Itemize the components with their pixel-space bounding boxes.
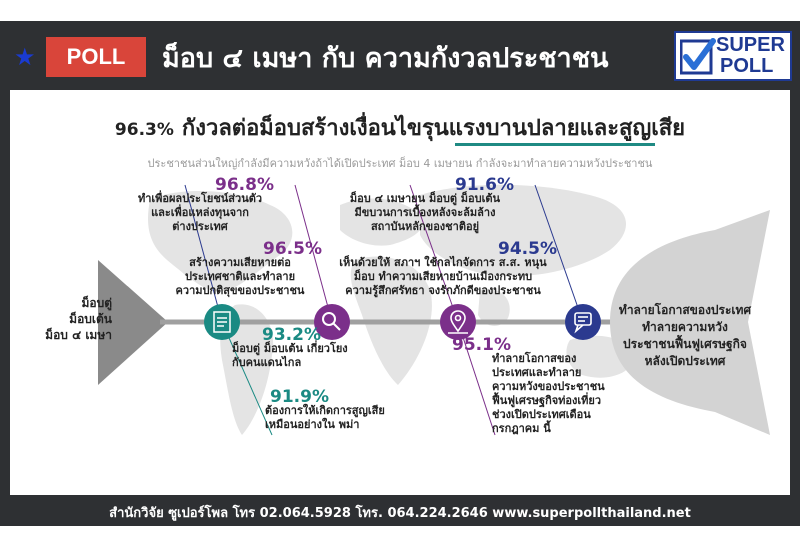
finding-top3: 91.6% ม็อบ ๔ เมษายน ม็อบตู่ ม็อบเต้น มีข… [349,175,514,234]
finding-bottom1: 93.2% ม็อบตู่ ม็อบเต้น เกี่ยวโยง กับคนแด… [232,325,348,370]
superpoll-logo: SUPER POLL [674,31,792,81]
chat-icon-circle [565,304,601,340]
finding-top2: 96.5% สร้างความเสียหายต่อ ประเทศชาติและท… [175,239,322,298]
chat-icon [574,312,592,334]
fish-tail [610,210,770,435]
fish-head-label: ม็อบตู่ ม็อบเต้น ม็อบ ๔ เมษา [45,296,112,342]
star-icon: ★ [14,43,36,71]
headline-percent: 96.3% [114,120,174,140]
search-icon-circle [314,304,350,340]
map-pin-icon [448,310,468,334]
fish-tail-label: ทำลายโอกาสของประเทศ ทำลายความหวัง ประชาช… [618,303,752,368]
logo-text-super: SUPER [716,34,785,56]
map-pin-icon-circle [440,304,476,340]
document-icon [213,311,231,333]
headline-text: กังวลต่อม็อบสร้างเงื่อนไขรุนแรงบานปลายแล… [181,116,686,141]
subtitle: ประชาชนส่วนใหญ่กำลังมีความหวังถ้าได้เปิด… [147,157,653,170]
logo-text-poll: POLL [720,55,774,77]
fishbone-diagram [98,184,770,436]
poll-badge: POLL [46,37,146,77]
page-title: ม็อบ ๔ เมษา กับ ความกังวลประชาชน [162,43,609,74]
check-icon [680,38,716,75]
finding-bottom3: 95.1% ทำลายโอกาสของ ประเทศและทำลาย ความห… [452,335,605,436]
fish-head [98,260,168,385]
world-map-background [148,184,635,435]
finding-top4: 94.5% เห็นด้วยให้ สภาฯ ใช้กลไกจัดการ ส.ส… [339,239,557,298]
finding-bottom2: 91.9% ต้องการให้เกิดการสูญเสีย เหมือนอย่… [265,387,385,432]
headline: 96.3% กังวลต่อม็อบสร้างเงื่อนไขรุนแรงบานป… [10,110,790,145]
headline-underline [455,143,655,146]
search-icon [322,312,341,331]
footer-contact: สำนักวิจัย ซูเปอร์โพล โทร 02.064.5928 โท… [109,506,691,521]
infographic-panel: 96.3% กังวลต่อม็อบสร้างเงื่อนไขรุนแรงบานป… [10,90,790,495]
finding-top1: 96.8% ทำเพื่อผลประโยชน์ส่วนตัว และเพื่อแ… [137,175,274,234]
